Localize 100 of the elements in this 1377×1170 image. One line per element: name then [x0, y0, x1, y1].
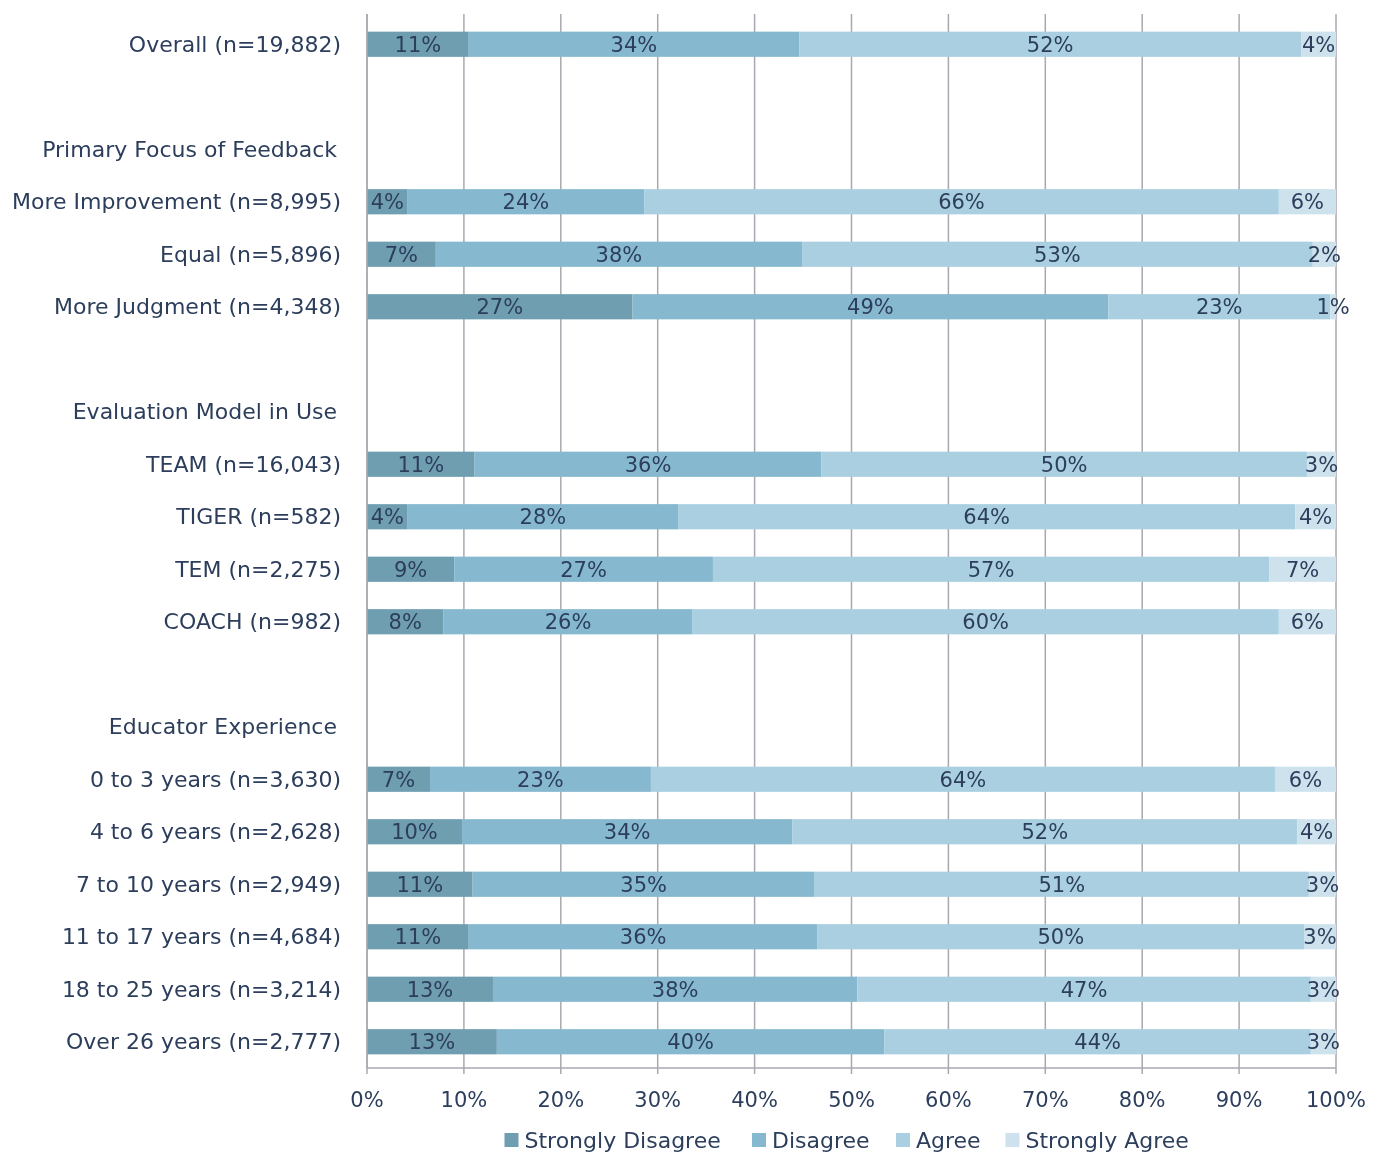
bar — [792, 819, 1298, 845]
data-label: 38% — [595, 242, 643, 267]
data-label: 6% — [1288, 767, 1323, 792]
data-label: 4% — [1299, 820, 1334, 845]
data-label: 64% — [963, 505, 1011, 530]
data-label: 47% — [1060, 977, 1108, 1002]
bar — [443, 609, 693, 635]
y-tick-label: COACH (n=982) — [163, 609, 341, 635]
data-label: 53% — [1034, 242, 1081, 267]
bar — [799, 31, 1302, 57]
y-tick-label: Overall (n=19,882) — [128, 31, 341, 57]
bar — [496, 1029, 885, 1055]
bar — [468, 924, 818, 950]
data-label: 66% — [938, 190, 985, 215]
data-label: 6% — [1290, 190, 1325, 215]
data-label: 50% — [1037, 925, 1085, 950]
data-label: 44% — [1074, 1030, 1121, 1055]
x-tick-label: 20% — [537, 1088, 585, 1113]
data-label: 40% — [667, 1030, 714, 1055]
data-label: 13% — [408, 1030, 456, 1055]
y-tick-label: 11 to 17 years (n=4,684) — [61, 924, 341, 950]
data-label: 11% — [397, 452, 445, 477]
bar — [817, 924, 1305, 950]
y-tick-label: Primary Focus of Feedback — [42, 136, 338, 162]
bar — [461, 819, 793, 845]
data-label: 34% — [610, 32, 658, 57]
data-label: 60% — [962, 610, 1010, 635]
y-tick-label: Over 26 years (n=2,777) — [66, 1029, 341, 1055]
y-tick-label: More Improvement (n=8,995) — [11, 189, 341, 215]
data-label: 57% — [967, 557, 1015, 582]
data-label: 4% — [370, 190, 405, 215]
x-tick-label: 90% — [1215, 1088, 1263, 1113]
legend-label: Disagree — [772, 1127, 870, 1153]
data-label: 49% — [847, 295, 894, 320]
data-label: 3% — [1304, 452, 1339, 477]
legend-label: Strongly Agree — [1025, 1127, 1189, 1153]
data-label: 7% — [381, 767, 416, 792]
data-label: 27% — [476, 295, 524, 320]
y-tick-label: 4 to 6 years (n=2,628) — [89, 819, 341, 845]
x-tick-label: 10% — [440, 1088, 488, 1113]
bar — [821, 451, 1307, 477]
y-tick-label: TEAM (n=16,043) — [145, 451, 341, 477]
data-label: 3% — [1306, 977, 1341, 1002]
x-tick-label: 0% — [350, 1088, 384, 1113]
legend-label: Agree — [916, 1127, 981, 1153]
bar — [454, 556, 713, 582]
y-tick-label: 18 to 25 years (n=3,214) — [61, 976, 341, 1002]
y-tick-label: TIGER (n=582) — [175, 504, 341, 530]
data-label: 2% — [1307, 242, 1342, 267]
y-tick-label: Equal (n=5,896) — [160, 241, 341, 267]
data-label: 23% — [517, 767, 564, 792]
data-label: 13% — [406, 977, 454, 1002]
y-tick-label: 7 to 10 years (n=2,949) — [75, 871, 341, 897]
data-label: 11% — [396, 872, 444, 897]
data-label: 35% — [620, 872, 667, 897]
bar — [814, 871, 1309, 897]
data-label: 27% — [560, 557, 607, 582]
bar — [712, 556, 1270, 582]
data-label: 8% — [388, 610, 422, 635]
data-label: 52% — [1021, 820, 1069, 845]
y-tick-label: Educator Experience — [108, 714, 337, 740]
bar — [468, 31, 800, 57]
x-tick-label: 70% — [1021, 1088, 1069, 1113]
data-label: 52% — [1026, 32, 1074, 57]
data-label: 4% — [1298, 505, 1333, 530]
x-tick-label: 50% — [828, 1088, 875, 1113]
data-label: 36% — [619, 925, 667, 950]
bar — [678, 504, 1296, 530]
bar — [474, 451, 822, 477]
x-tick-label: 80% — [1118, 1088, 1166, 1113]
data-label: 36% — [624, 452, 672, 477]
bar — [650, 766, 1275, 792]
x-tick-label: 40% — [731, 1088, 778, 1113]
legend-label: Strongly Disagree — [524, 1127, 721, 1153]
bar — [429, 766, 651, 792]
x-tick-label: 100% — [1305, 1088, 1367, 1113]
data-label: 23% — [1195, 295, 1243, 320]
data-label: 11% — [394, 32, 442, 57]
data-label: 6% — [1290, 610, 1325, 635]
data-label: 34% — [603, 820, 651, 845]
data-label: 50% — [1040, 452, 1088, 477]
data-label: 24% — [502, 190, 550, 215]
data-label: 9% — [393, 557, 428, 582]
bar — [435, 241, 803, 267]
data-label: 10% — [391, 820, 438, 845]
x-tick-label: 30% — [634, 1088, 682, 1113]
data-label: 3% — [1303, 925, 1337, 950]
y-tick-label: Evaluation Model in Use — [72, 399, 337, 425]
y-tick-label: More Judgment (n=4,348) — [54, 294, 341, 320]
bar — [632, 294, 1109, 320]
data-label: 3% — [1306, 1030, 1341, 1055]
bar — [407, 189, 645, 215]
data-label: 7% — [384, 242, 419, 267]
data-label: 11% — [394, 925, 442, 950]
bar — [367, 294, 633, 320]
data-label: 7% — [1285, 557, 1320, 582]
bar — [644, 189, 1279, 215]
bar — [407, 504, 679, 530]
data-label: 3% — [1305, 872, 1340, 897]
bar — [692, 609, 1279, 635]
